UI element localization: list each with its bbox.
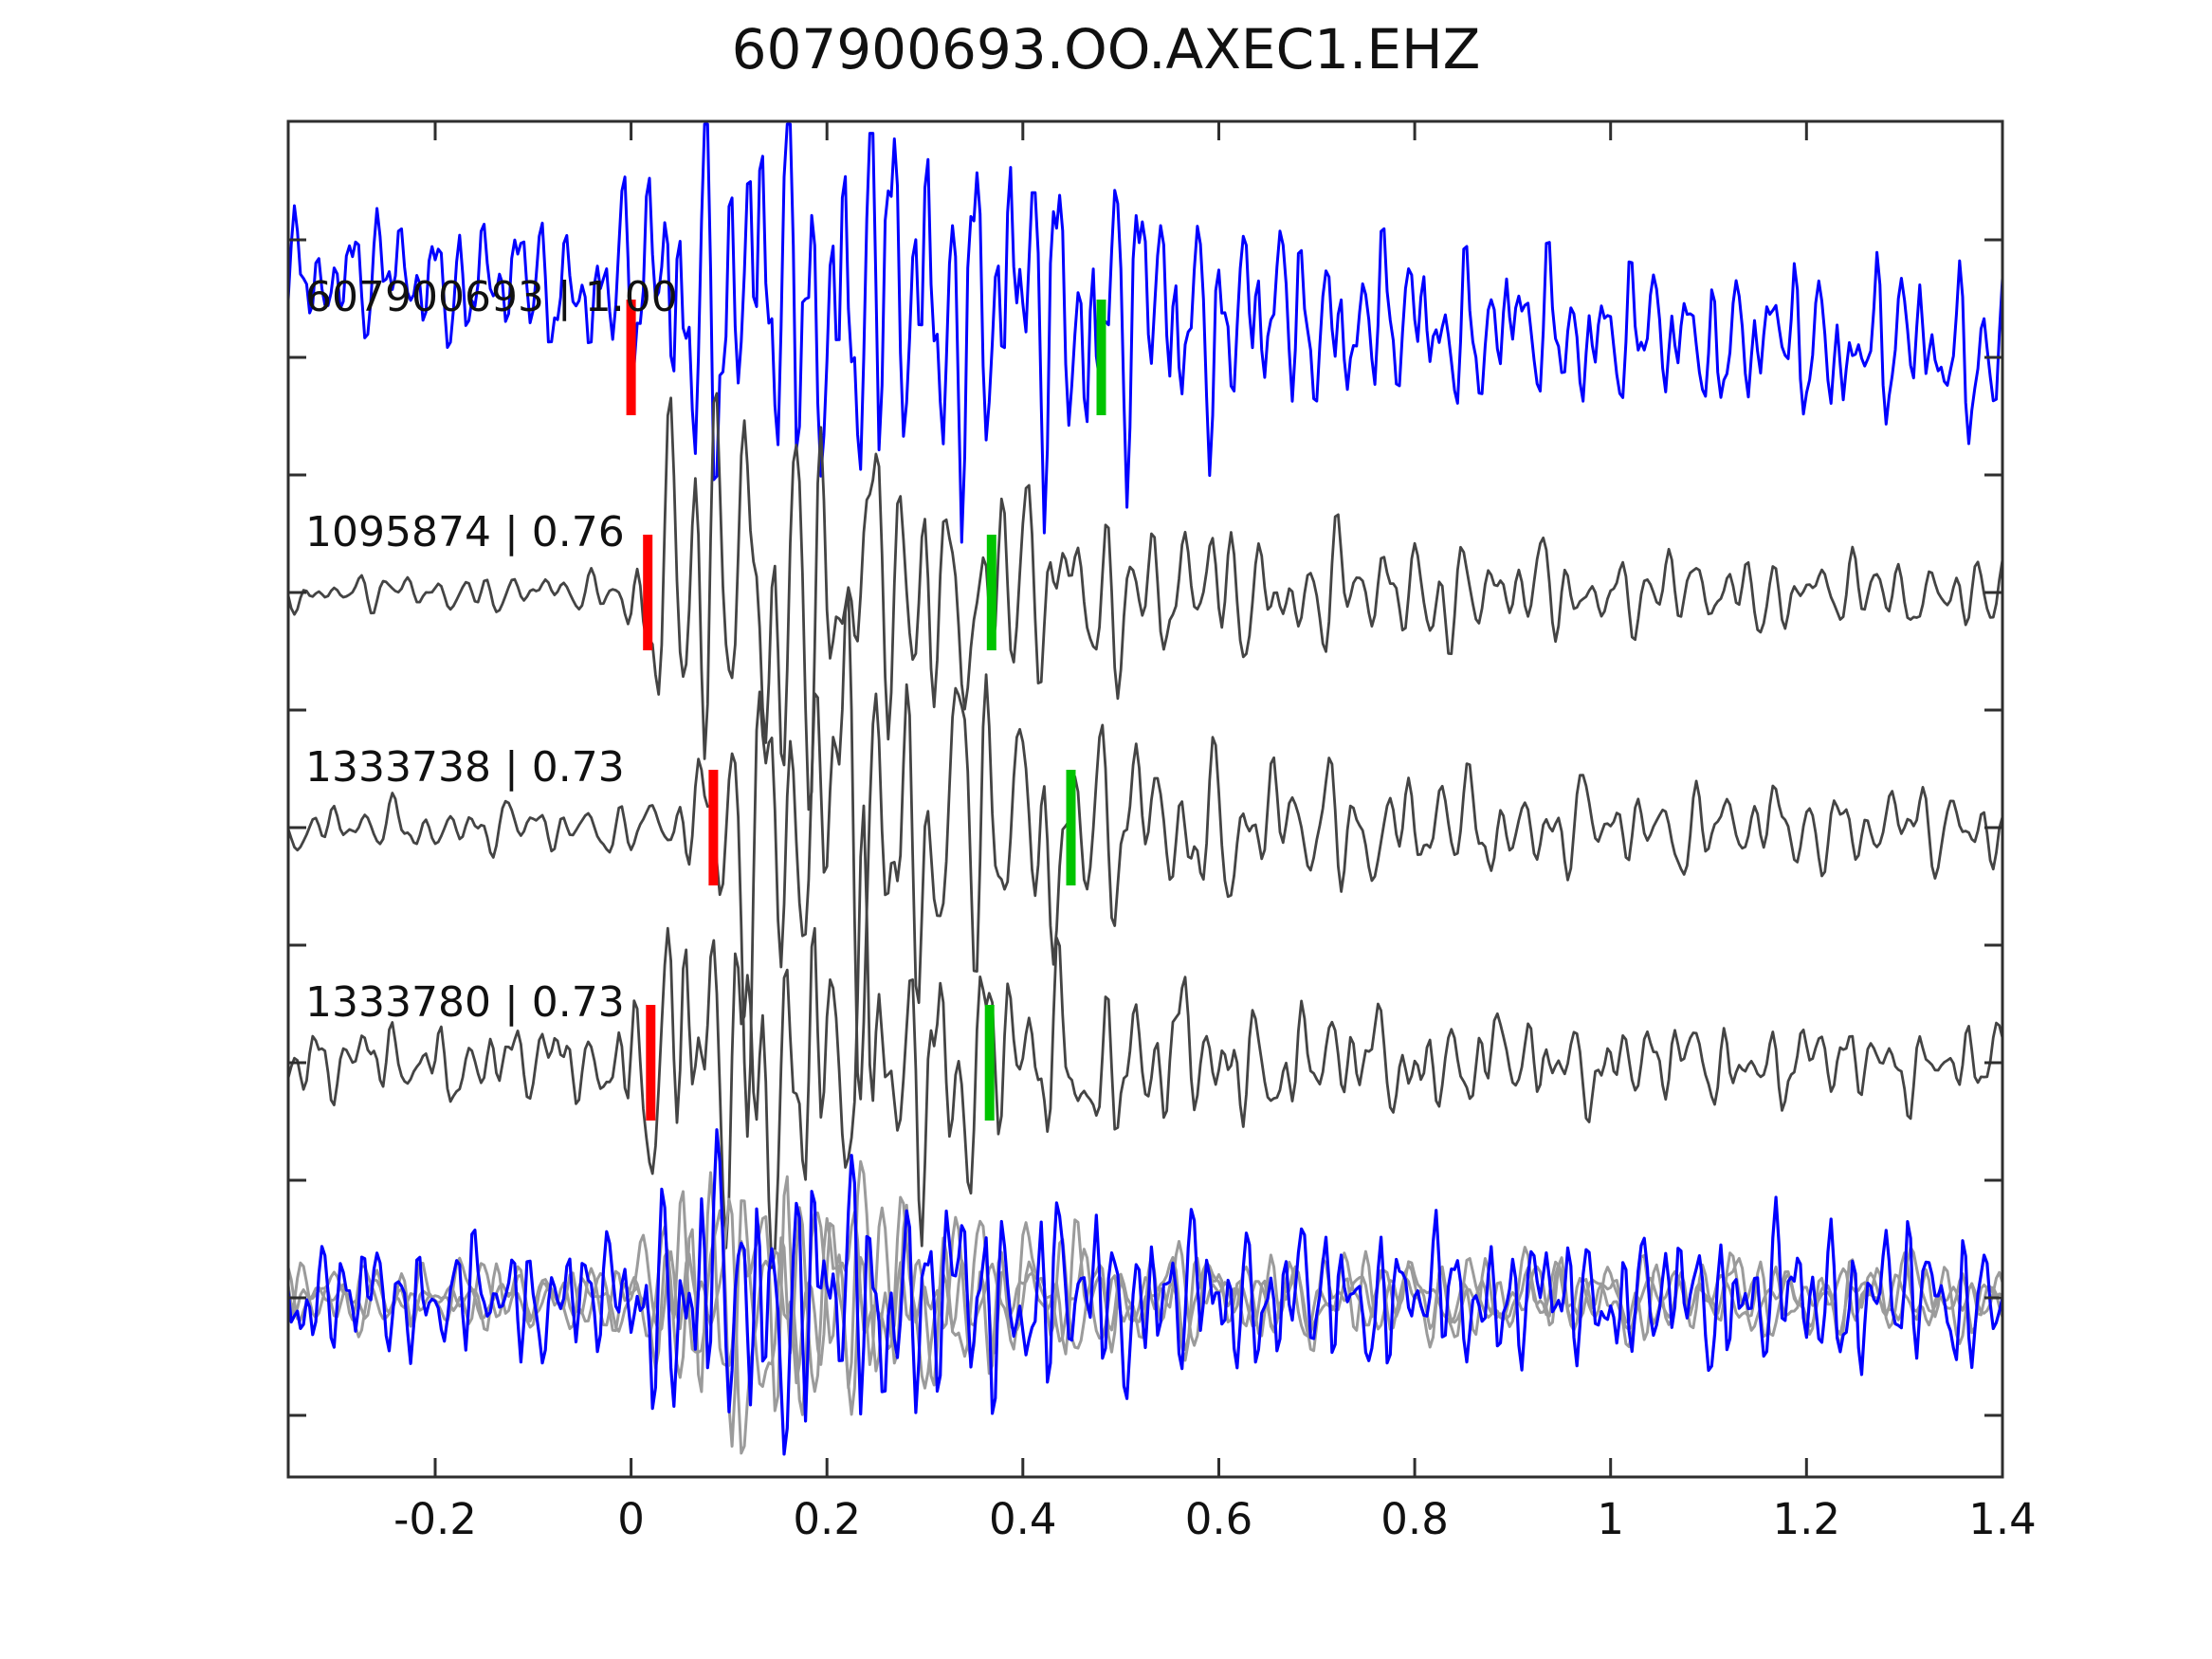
plot-area [289,122,2002,1456]
red-pick-marker [626,300,636,415]
trace-label: 1095874 | 0.76 [305,508,625,556]
green-pick-marker [1096,300,1106,415]
red-pick-marker [643,535,653,650]
red-pick-marker [646,1005,656,1121]
x-tick-label: 0.2 [793,1494,861,1544]
x-tick-label: 0.8 [1380,1494,1449,1544]
x-tick-label: -0.2 [393,1494,477,1544]
x-tick-label: 0.4 [989,1494,1057,1544]
x-tick-label: 1.2 [1773,1494,1841,1544]
trace-waveform [289,1128,2002,1456]
trace-waveform [289,587,2002,1139]
x-tick-label: 0 [617,1494,645,1544]
trace-waveform [289,122,2002,544]
figure-title: 607900693.OO.AXEC1.EHZ [731,17,1481,82]
green-pick-marker [984,1005,995,1121]
green-pick-marker [986,535,996,650]
red-pick-marker [708,770,719,885]
trace-waveform [289,804,2002,1269]
green-pick-marker [1066,770,1076,885]
trace-waveform [289,392,2002,811]
trace-label: 1333738 | 0.73 [305,743,625,792]
x-tick-label: 1 [1597,1494,1624,1544]
x-tick-label: 0.6 [1185,1494,1253,1544]
axes-frame [286,119,2004,1479]
x-tick-label: 1.4 [1968,1494,2037,1544]
trace-label: 1333780 | 0.73 [305,978,625,1027]
trace-label: 607900693 | 1.00 [305,273,678,321]
